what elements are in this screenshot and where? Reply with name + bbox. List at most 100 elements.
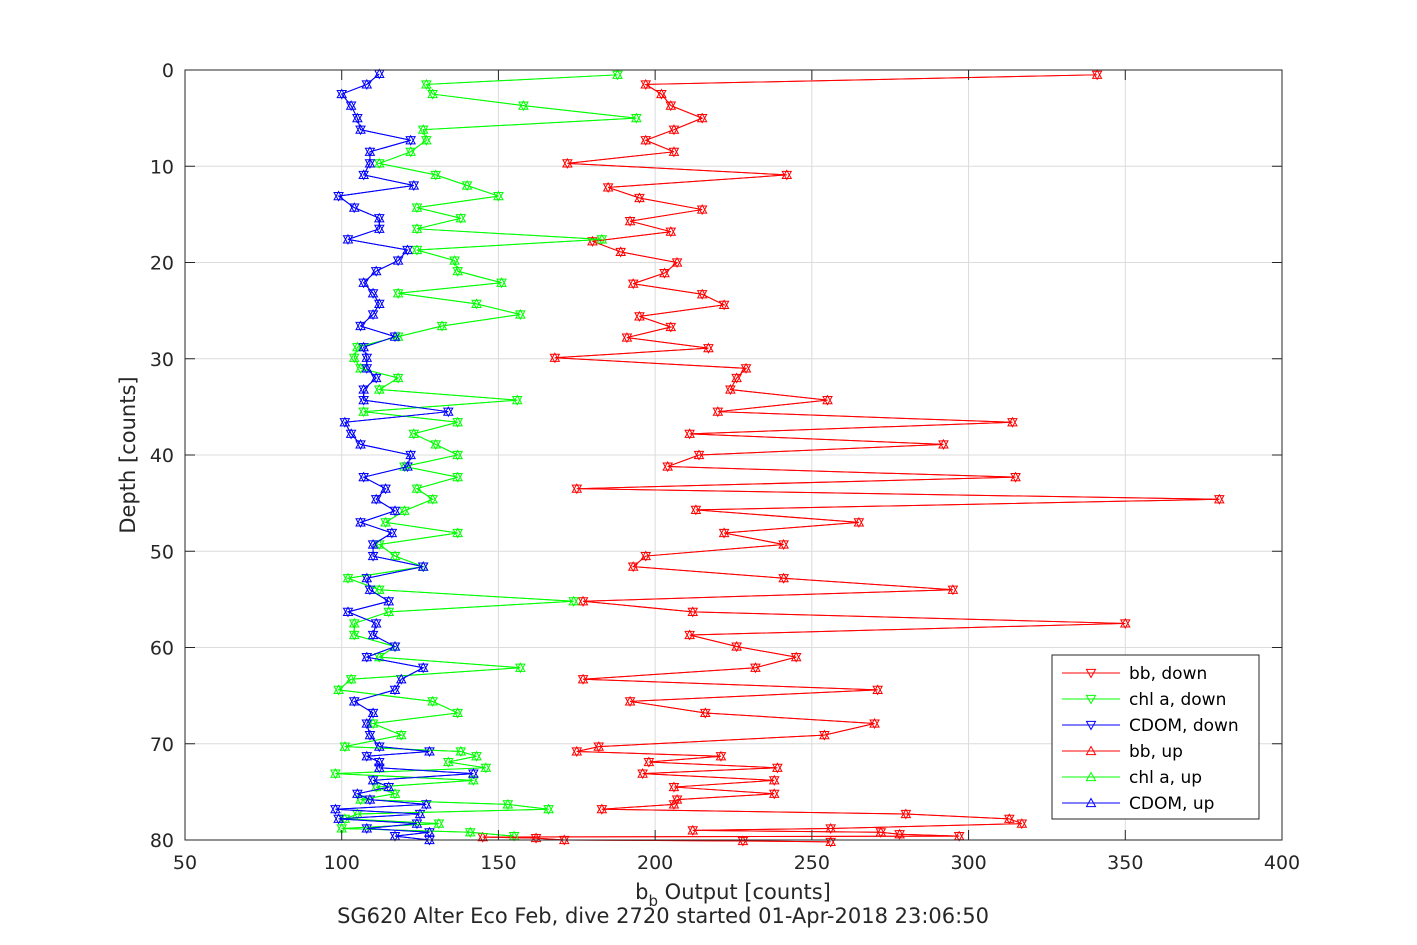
data-point-chl-a-up xyxy=(493,190,504,201)
data-point-bb-up xyxy=(938,438,949,449)
y-axis-label: Depth [counts] xyxy=(116,376,140,533)
data-point-chl-a-up xyxy=(471,298,482,308)
data-point-bb-up xyxy=(634,310,645,321)
data-point-cdom-up xyxy=(361,750,373,761)
x-axis-label: bb Output [counts] xyxy=(635,880,831,910)
data-point-cdom-up xyxy=(364,146,376,156)
data-point-cdom-up xyxy=(355,124,366,134)
legend-box xyxy=(1051,654,1260,820)
data-point-cdom-up xyxy=(358,471,370,482)
x-tick-label: 200 xyxy=(637,852,673,874)
legend-item-chl-a-down: chl a, down xyxy=(1062,690,1226,710)
data-point-bb-up xyxy=(768,774,780,785)
data-point-chl-a-up xyxy=(452,527,464,538)
data-point-bb-up xyxy=(1119,617,1131,628)
data-point-cdom-up xyxy=(358,277,370,287)
data-point-bb-up xyxy=(1003,813,1015,823)
legend: bb, down chl a, down CDOM, down bb, up chl a… xyxy=(1051,654,1260,820)
data-point-chl-a-up xyxy=(452,265,464,276)
data-point-chl-a-up xyxy=(352,341,363,352)
legend-label: CDOM, up xyxy=(1129,794,1214,814)
data-point-cdom-up xyxy=(424,745,435,756)
data-point-bb-up xyxy=(718,527,730,538)
x-tick-label: 300 xyxy=(950,852,986,874)
data-point-bb-up xyxy=(790,651,802,662)
data-point-bb-up xyxy=(737,835,749,846)
data-point-chl-a-up xyxy=(345,673,357,684)
legend-item-bb-down: bb, down xyxy=(1062,664,1207,684)
data-point-chl-a-up xyxy=(515,662,526,672)
data-point-cdom-up xyxy=(392,255,404,265)
data-point-chl-a-up xyxy=(430,438,442,449)
data-point-cdom-up xyxy=(348,202,360,212)
data-point-cdom-up xyxy=(367,308,379,319)
data-point-cdom-up xyxy=(383,781,395,792)
legend-label: bb, down xyxy=(1129,664,1207,684)
data-point-bb-up xyxy=(1007,416,1018,427)
y-tick-label: 50 xyxy=(150,541,174,563)
data-point-cdom-up xyxy=(361,651,373,662)
data-point-bb-up xyxy=(477,831,489,842)
data-point-chl-a-up xyxy=(411,223,423,233)
data-point-bb-up xyxy=(662,461,674,471)
data-point-bb-up xyxy=(690,504,702,514)
legend-label: CDOM, down xyxy=(1129,716,1239,736)
data-point-chl-a-up xyxy=(411,244,423,255)
data-point-chl-a-up xyxy=(436,320,448,331)
x-tick-label: 250 xyxy=(794,852,830,874)
data-point-cdom-up xyxy=(345,100,357,110)
data-point-bb-up xyxy=(577,673,589,684)
data-point-bb-up xyxy=(640,550,652,561)
data-point-cdom-up xyxy=(468,768,479,778)
data-point-chl-a-up xyxy=(449,255,460,265)
data-point-chl-a-up xyxy=(496,277,507,287)
data-point-bb-up xyxy=(671,256,683,267)
data-point-cdom-up xyxy=(364,584,376,594)
data-point-bb-up xyxy=(699,707,711,718)
data-point-cdom-up xyxy=(373,223,385,233)
legend-item-chl-a-up: chl a, up xyxy=(1062,768,1202,788)
data-point-chl-a-up xyxy=(389,550,401,561)
data-point-bb-up xyxy=(894,828,905,839)
x-axis-label-subscript: b xyxy=(648,892,658,910)
data-point-chl-a-up xyxy=(452,471,464,482)
data-point-chl-a-up xyxy=(355,794,366,804)
data-point-cdom-up xyxy=(342,606,354,616)
x-axis-label-rest: Output [counts] xyxy=(658,880,831,904)
data-point-cdom-up xyxy=(358,384,370,394)
data-point-cdom-up xyxy=(370,493,382,504)
data-point-bb-up xyxy=(596,803,608,814)
data-point-chl-a-up xyxy=(452,707,464,718)
data-point-chl-a-up xyxy=(330,768,341,778)
data-point-chl-a-up xyxy=(417,124,429,134)
data-point-cdom-up xyxy=(386,527,398,538)
data-point-chl-a-up xyxy=(348,617,360,628)
data-point-bb-up xyxy=(665,226,677,236)
data-point-bb-up xyxy=(819,729,830,740)
data-point-cdom-up xyxy=(355,516,366,527)
data-point-cdom-up xyxy=(358,169,370,180)
data-point-bb-up xyxy=(1091,69,1103,79)
data-point-bb-up xyxy=(602,181,614,192)
data-point-cdom-up xyxy=(333,813,344,823)
data-point-cdom-up xyxy=(330,803,341,814)
data-point-chl-a-up xyxy=(373,538,385,549)
y-tick-label: 20 xyxy=(150,253,174,275)
data-point-cdom-up xyxy=(358,394,370,405)
data-point-chl-a-up xyxy=(367,718,379,728)
series-line-cdom-up xyxy=(335,73,474,841)
data-point-bb-up xyxy=(659,267,670,278)
data-point-chl-a-up xyxy=(373,384,385,394)
data-point-cdom-up xyxy=(348,695,360,706)
data-point-bb-up xyxy=(1010,471,1021,482)
data-point-bb-up xyxy=(562,157,573,168)
data-point-cdom-up xyxy=(405,449,417,460)
y-tick-label: 10 xyxy=(150,156,174,178)
data-point-bb-up xyxy=(781,169,793,180)
data-point-chl-a-up xyxy=(442,756,454,767)
data-point-chl-a-up xyxy=(370,781,382,792)
data-point-cdom-up xyxy=(342,233,354,244)
legend-item-cdom-up: CDOM, up xyxy=(1062,794,1214,814)
x-tick-label: 100 xyxy=(324,852,360,874)
data-point-cdom-up xyxy=(367,629,379,640)
